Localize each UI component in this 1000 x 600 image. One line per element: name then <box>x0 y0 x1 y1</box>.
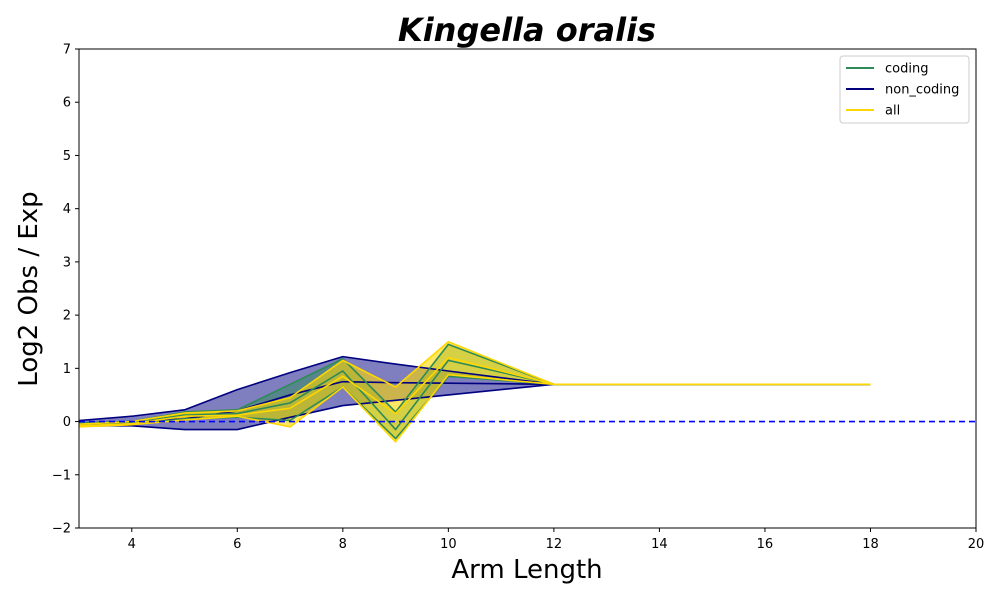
x-tick-label: 16 <box>757 537 774 552</box>
x-tick-label: 18 <box>862 537 879 552</box>
series-all-upper-bound <box>79 340 871 426</box>
legend-box <box>839 55 970 124</box>
series-all-lower-bound <box>79 373 871 443</box>
series-non-coding-lower-bound <box>79 383 871 431</box>
x-tick-label: 10 <box>440 537 457 552</box>
x-tick-label: 20 <box>968 537 985 552</box>
legend-label-non-coding: non_coding <box>885 83 959 98</box>
x-axis-ticks: 4 6 8 10 12 14 16 18 20 <box>128 528 985 552</box>
legend-label-coding: coding <box>885 62 928 77</box>
legend-label-all: all <box>885 104 900 119</box>
y-tick-label: 4 <box>63 202 71 217</box>
y-tick-label: 2 <box>63 309 71 324</box>
y-axis-title: Log2 Obs / Exp <box>14 191 44 386</box>
axes-frame <box>78 48 977 529</box>
x-tick-label: 4 <box>128 537 136 552</box>
x-axis-title: Arm Length <box>451 555 602 585</box>
y-tick-label: 0 <box>63 415 71 430</box>
plot-area <box>79 340 976 443</box>
y-tick-label: 1 <box>63 362 71 377</box>
y-tick-label: 3 <box>63 255 71 270</box>
chart-title: Kingella oralis <box>398 11 656 49</box>
y-tick-label: −1 <box>52 468 71 483</box>
series-coding-mean-line <box>79 359 871 431</box>
x-tick-label: 8 <box>339 537 347 552</box>
y-axis-ticks: −2 −1 0 1 2 3 4 5 6 7 <box>52 43 79 537</box>
x-tick-label: 12 <box>546 537 563 552</box>
x-tick-label: 6 <box>233 537 241 552</box>
y-tick-label: 6 <box>63 96 71 111</box>
series-non-coding-upper-bound <box>79 355 871 422</box>
series-lines <box>79 340 871 443</box>
y-tick-label: 7 <box>63 43 71 58</box>
series-all-mean-line <box>79 356 871 427</box>
x-tick-label: 14 <box>651 537 668 552</box>
confidence-bands <box>79 341 871 442</box>
band-all <box>79 341 871 442</box>
y-tick-label: −2 <box>52 522 71 537</box>
y-tick-label: 5 <box>63 149 71 164</box>
